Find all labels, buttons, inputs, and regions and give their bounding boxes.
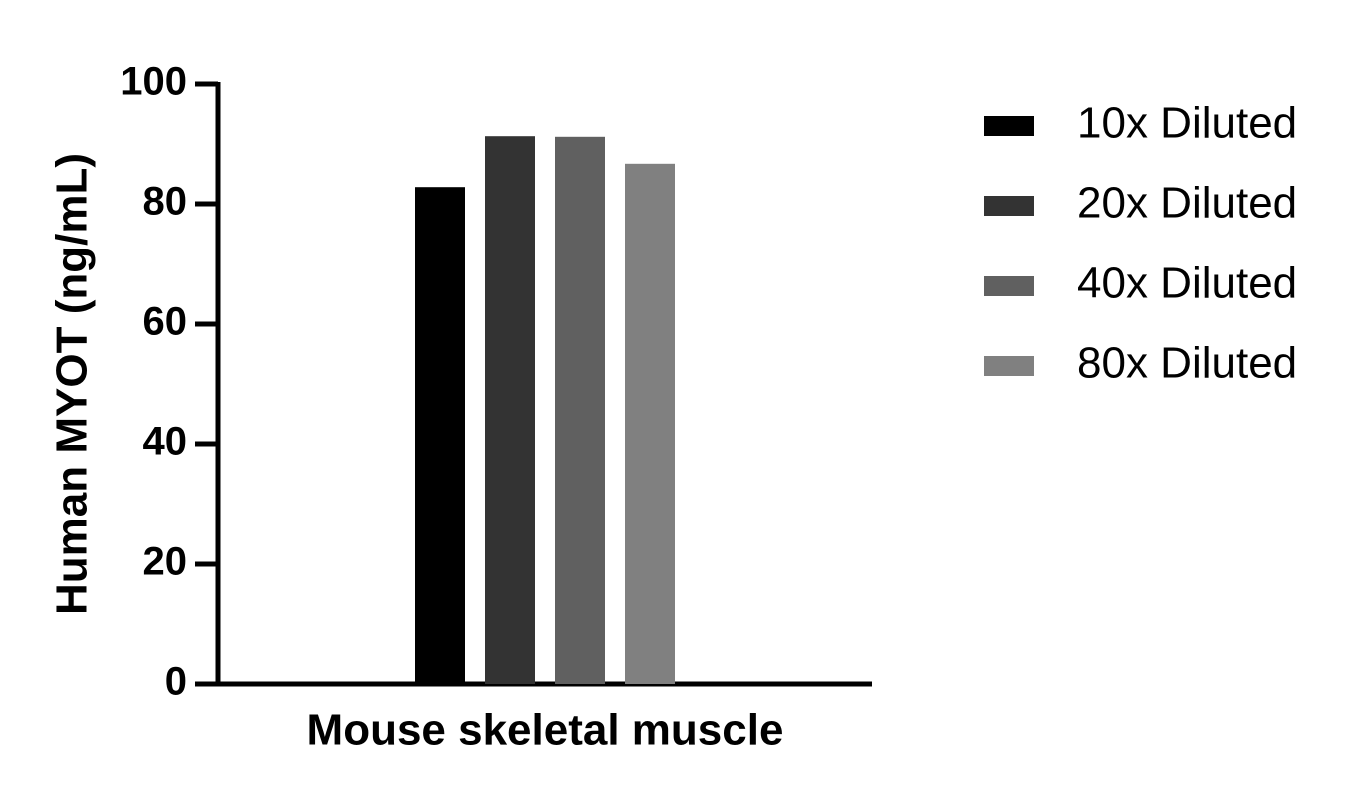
y-tick-label: 80 <box>143 180 188 224</box>
legend-swatch <box>984 116 1034 136</box>
legend-label: 80x Diluted <box>1077 339 1297 388</box>
bar <box>555 136 605 685</box>
legend-swatch <box>984 196 1034 216</box>
bar <box>485 136 535 684</box>
legend-swatch <box>984 356 1034 376</box>
legend-swatch <box>984 276 1034 296</box>
legend-label: 20x Diluted <box>1077 179 1297 228</box>
y-tick-label: 0 <box>165 660 187 704</box>
y-tick-label: 100 <box>120 60 187 104</box>
x-tick-label: Mouse skeletal muscle <box>307 706 784 755</box>
y-tick-label: 40 <box>143 420 188 464</box>
bar <box>415 187 465 684</box>
legend-label: 40x Diluted <box>1077 259 1297 308</box>
y-axis-label: Human MYOT (ng/mL) <box>48 153 97 615</box>
y-tick-label: 60 <box>143 300 188 344</box>
y-tick-label: 20 <box>143 540 188 584</box>
legend-label: 10x Diluted <box>1077 99 1297 148</box>
bar <box>625 163 675 685</box>
